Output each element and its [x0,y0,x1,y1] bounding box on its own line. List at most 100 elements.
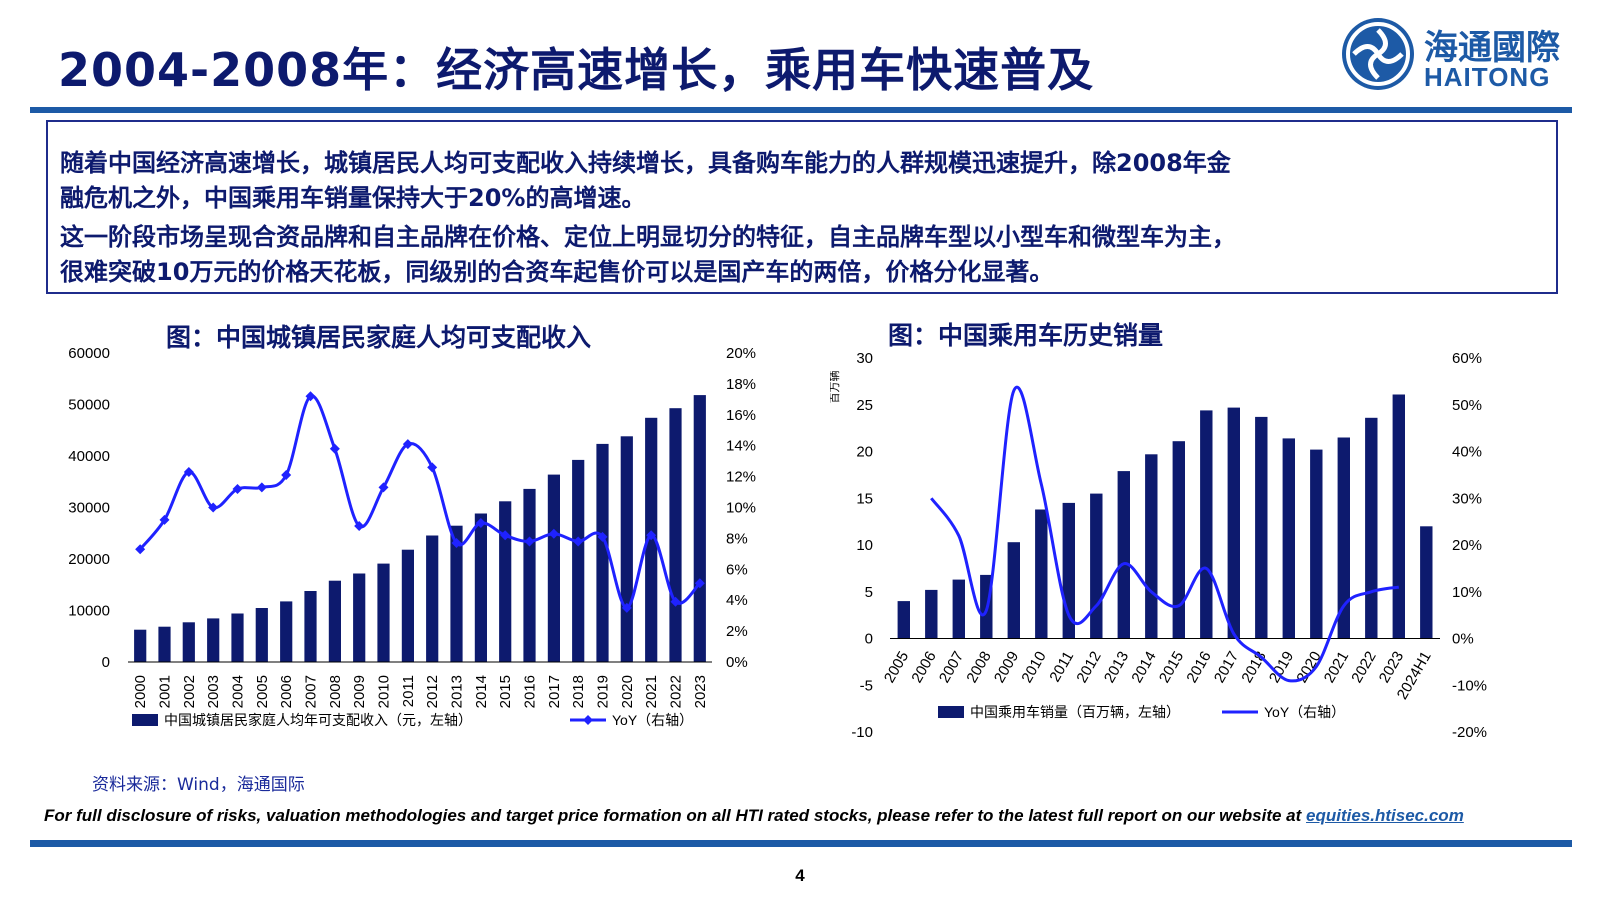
x-tick-label: 2015 [497,675,514,708]
x-tick-label: 2013 [449,675,466,708]
y-left-tick-label: 10000 [68,603,110,620]
yoy-point [281,470,292,481]
yoy-point [378,482,389,493]
yoy-point [427,462,438,473]
x-tick-label: 2008 [963,649,994,686]
yoy-point [183,466,194,477]
bar [231,613,244,662]
x-tick-label: 2006 [278,675,295,708]
x-tick-label: 2004 [230,675,247,708]
bar [669,408,682,662]
y-right-tick-label: 12% [726,469,756,486]
legend-line-label: YoY（右轴） [1264,704,1345,720]
yoy-line [139,394,701,610]
yoy-point [232,483,243,494]
legend-bar-swatch [938,706,964,718]
bar [474,513,487,662]
x-tick-label: 2005 [254,675,271,708]
bar [1255,416,1268,639]
x-tick-label: 2016 [522,675,539,708]
y-left-tick-label: 0 [102,654,110,671]
bar [182,622,195,662]
x-tick-label: 2022 [668,675,685,708]
yoy-line [930,385,1400,683]
bar [255,608,268,662]
car-sales-chart: -10 -5 0 5 10 15 20 25 30 -20% -10% 0% 10% 20% 30% 40% 5… [830,350,1487,741]
yoy-point [573,536,584,547]
yoy-point [402,439,413,450]
x-tick-label: 2018 [570,675,587,708]
y-right-tick-label: 4% [726,592,748,609]
x-tick-label: 2001 [157,675,174,708]
y-right-tick-label: 18% [726,376,756,393]
x-tick-label: 2008 [327,675,344,708]
page-title: 2004-2008年：经济高速增长，乘用车快速普及 [58,43,1095,97]
footer-divider [30,840,1572,847]
disclaimer: For full disclosure of risks, valuation … [44,806,1464,826]
x-tick-label: 2018 [1238,649,1269,686]
y-right-tick-label: 2% [726,623,748,640]
income-chart: 0 10000 20000 30000 40000 50000 60000 0% 2% 4% 6% 8… [68,345,756,728]
x-tick-label: 2014 [1128,649,1159,686]
y-right-tick-label: 30% [1452,490,1482,507]
x-tick-label: 2017 [1211,649,1242,686]
x-tick-label: 2010 [376,675,393,708]
x-tick-label: 2010 [1018,649,1049,686]
x-tick-label: 2009 [991,649,1022,686]
website-link[interactable]: equities.htisec.com [1306,806,1464,825]
bar [1200,410,1213,639]
x-tick-label: 2011 [1046,649,1077,685]
x-tick-label: 2014 [473,675,490,708]
y-right-tick-label: 8% [726,530,748,547]
bar [952,579,965,639]
x-tick-label: 2013 [1101,649,1132,686]
yoy-point [524,536,535,547]
x-tick-label: 2003 [205,675,222,708]
summary-line-1: 随着中国经济高速增长，城镇居民人均可支配收入持续增长，具备购车能力的人群规模迅速… [60,149,1231,177]
bar [134,629,147,662]
x-tick-label: 2006 [908,649,939,686]
y-right-tick-label: 20% [726,345,756,362]
yoy-point [329,443,340,454]
y-right-tick-label: 0% [726,654,748,671]
bar [1117,471,1130,639]
bar [925,589,938,639]
summary-box [46,120,1558,294]
x-tick-label: 2017 [546,675,563,708]
bar [1145,454,1158,639]
y-left-tick-label: 20 [856,444,873,461]
x-tick-label: 2022 [1348,649,1379,686]
header-divider [30,107,1572,113]
y-right-tick-label: -20% [1452,724,1487,741]
y-left-tick-label: 20000 [68,551,110,568]
legend-bar-label: 中国乘用车销量（百万辆，左轴） [970,704,1180,720]
y-left-tick-label: -5 [860,677,873,694]
legend-bar-swatch [132,714,158,726]
y-left-axis-label: 百万辆 [830,371,841,404]
bar [1172,441,1185,639]
x-tick-label: 2000 [132,675,149,708]
bar [1090,493,1103,639]
bar [280,601,293,662]
yoy-point [670,596,681,607]
x-tick-label: 2016 [1183,649,1214,686]
bar [1365,417,1378,639]
chart2-title: 图：中国乘用车历史销量 [888,321,1164,350]
haitong-logo: 海通國際 HAITONG [1342,14,1572,94]
bar [1392,394,1405,639]
bar [1035,509,1048,639]
legend-line-label: YoY（右轴） [612,712,693,728]
page-number: 4 [795,866,805,885]
y-left-tick-label: 30000 [68,500,110,517]
yoy-point [694,578,705,589]
bar [620,436,633,662]
x-tick-label: 2009 [351,675,368,708]
chart1-title: 图：中国城镇居民家庭人均可支配收入 [166,323,592,352]
y-right-tick-label: 20% [1452,537,1482,554]
y-left-tick-label: 15 [856,490,873,507]
data-source: 资料来源：Wind，海通国际 [92,775,305,795]
bar [499,501,512,662]
summary-line-3: 这一阶段市场呈现合资品牌和自主品牌在价格、定位上明显切分的特征，自主品牌车型以小… [60,223,1236,251]
bar [1227,407,1240,639]
yoy-point [451,538,462,549]
